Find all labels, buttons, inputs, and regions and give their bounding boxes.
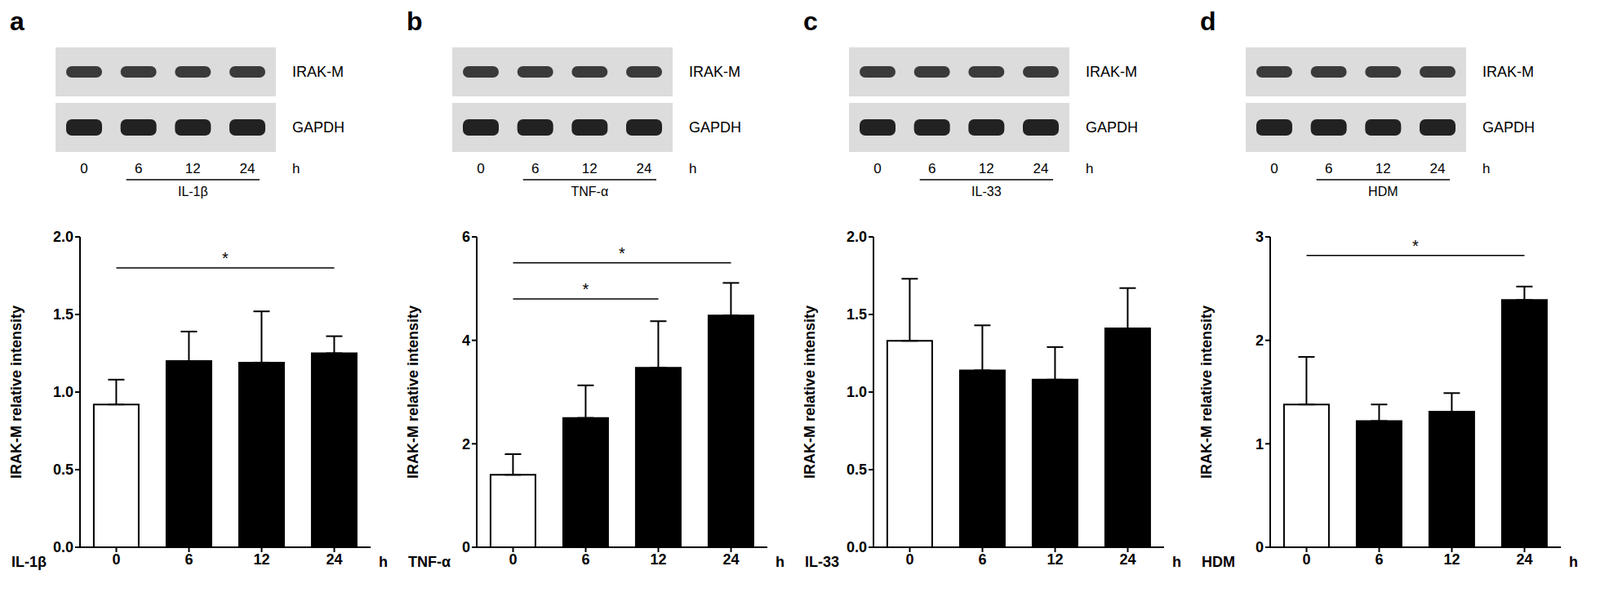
svg-text:24: 24 (1515, 551, 1533, 568)
svg-text:24: 24 (1033, 160, 1049, 177)
svg-text:*: * (582, 280, 590, 298)
svg-text:12: 12 (253, 551, 270, 568)
html-text:TNF-α: TNF-α (408, 553, 451, 570)
svg-text:24: 24 (1119, 551, 1136, 568)
svg-text:0: 0 (476, 160, 485, 177)
svg-text:24: 24 (1430, 160, 1446, 177)
html-text:IL-1β: IL-1β (11, 553, 47, 570)
svg-text:1: 1 (1255, 435, 1264, 453)
html-text:h: h (1172, 553, 1182, 570)
svg-text:2.0: 2.0 (846, 228, 867, 245)
svg-text:0.5: 0.5 (53, 461, 74, 478)
svg-text:GAPDH: GAPDH (292, 119, 345, 136)
html-text:b: b (406, 6, 423, 36)
svg-text:HDM: HDM (1368, 184, 1398, 199)
svg-text:6: 6 (462, 228, 471, 245)
svg-text:1.0: 1.0 (846, 383, 867, 400)
svg-text:1.5: 1.5 (846, 306, 867, 323)
svg-text:0: 0 (1255, 538, 1264, 556)
svg-text:6: 6 (977, 551, 987, 568)
svg-text:GAPDH: GAPDH (1482, 119, 1535, 136)
svg-text:IRAK-M relative intensity: IRAK-M relative intensity (801, 305, 818, 479)
svg-text:IRAK-M: IRAK-M (292, 63, 344, 80)
svg-text:24: 24 (240, 160, 256, 177)
svg-text:6: 6 (531, 160, 539, 177)
svg-text:IRAK-M relative intensity: IRAK-M relative intensity (1198, 305, 1215, 479)
svg-text:6: 6 (1324, 160, 1333, 177)
html-text:h: h (1568, 553, 1578, 570)
svg-text:0: 0 (508, 551, 517, 568)
svg-text:IRAK-M relative intensity: IRAK-M relative intensity (8, 305, 25, 479)
svg-text:12: 12 (582, 160, 598, 177)
html-text:IL-33: IL-33 (804, 553, 840, 570)
svg-text:24: 24 (325, 551, 343, 568)
svg-text:12: 12 (185, 160, 201, 177)
svg-text:6: 6 (1374, 551, 1383, 568)
svg-text:IRAK-M relative intensity: IRAK-M relative intensity (404, 305, 422, 479)
svg-text:GAPDH: GAPDH (1085, 119, 1138, 136)
svg-text:0.0: 0.0 (846, 538, 867, 556)
svg-text:0: 0 (905, 551, 914, 568)
svg-text:12: 12 (1046, 551, 1063, 568)
html-text:h: h (775, 553, 785, 570)
svg-text:h: h (688, 160, 697, 177)
svg-text:4: 4 (462, 332, 471, 349)
svg-text:6: 6 (581, 551, 590, 568)
html-text:c: c (803, 6, 818, 36)
html-text:h: h (378, 553, 388, 570)
svg-text:2.0: 2.0 (53, 228, 74, 245)
svg-text:IRAK-M: IRAK-M (1085, 63, 1138, 80)
svg-text:1.5: 1.5 (53, 306, 74, 323)
svg-text:6: 6 (184, 551, 193, 568)
svg-text:1.0: 1.0 (53, 383, 74, 400)
svg-text:*: * (222, 248, 229, 267)
svg-text:2: 2 (1255, 332, 1264, 349)
svg-text:*: * (1412, 236, 1419, 255)
svg-text:24: 24 (722, 551, 739, 568)
svg-text:0: 0 (873, 160, 881, 177)
svg-text:TNF-α: TNF-α (570, 184, 609, 199)
html-text:d: d (1200, 6, 1216, 36)
svg-text:12: 12 (978, 160, 995, 177)
svg-text:12: 12 (1443, 551, 1460, 568)
svg-text:0: 0 (80, 160, 88, 177)
svg-text:IRAK-M: IRAK-M (1482, 63, 1534, 80)
svg-text:24: 24 (636, 160, 653, 177)
svg-text:6: 6 (928, 160, 936, 177)
svg-text:2: 2 (462, 435, 471, 453)
svg-text:IL-33: IL-33 (971, 184, 1002, 199)
svg-text:GAPDH: GAPDH (688, 119, 742, 136)
svg-text:h: h (1085, 160, 1094, 177)
svg-text:*: * (618, 244, 626, 263)
html-text:HDM: HDM (1201, 553, 1236, 570)
svg-text:0: 0 (111, 551, 120, 568)
svg-text:3: 3 (1255, 228, 1264, 245)
svg-text:12: 12 (1375, 160, 1392, 177)
svg-text:0: 0 (1302, 551, 1311, 568)
svg-text:IRAK-M: IRAK-M (688, 63, 741, 80)
svg-text:0: 0 (1270, 160, 1278, 177)
svg-text:0.0: 0.0 (53, 538, 74, 556)
svg-text:IL-1β: IL-1β (177, 184, 209, 199)
svg-text:6: 6 (134, 160, 143, 177)
svg-text:12: 12 (649, 551, 667, 568)
svg-text:0: 0 (462, 538, 471, 556)
svg-text:0.5: 0.5 (846, 461, 867, 478)
svg-text:h: h (1482, 160, 1490, 177)
html-text:a: a (9, 6, 25, 36)
svg-text:h: h (292, 160, 300, 177)
